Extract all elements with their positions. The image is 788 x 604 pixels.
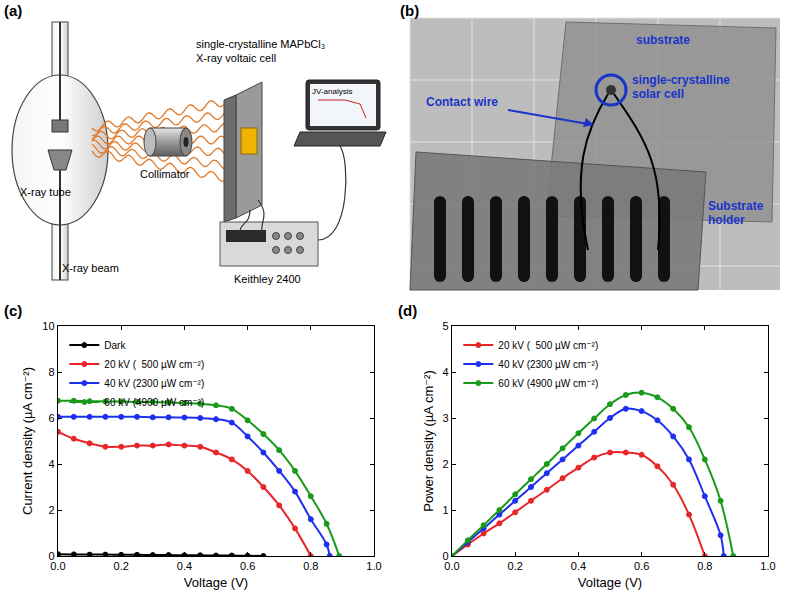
svg-text:0.4: 0.4 <box>177 560 192 572</box>
svg-text:4: 4 <box>48 458 54 470</box>
svg-text:Current density (µA cm⁻²): Current density (µA cm⁻²) <box>20 367 35 515</box>
svg-text:Substrate: Substrate <box>708 199 764 213</box>
svg-text:Power density (µA cm⁻²): Power density (µA cm⁻²) <box>421 370 436 512</box>
svg-text:0.8: 0.8 <box>303 560 318 572</box>
svg-text:20 kV ( 500 µW cm⁻²): 20 kV ( 500 µW cm⁻²) <box>104 359 204 370</box>
html-text:(c): (c) <box>4 302 23 319</box>
svg-text:1.0: 1.0 <box>366 560 381 572</box>
svg-text:40 kV (2300 µW cm⁻²): 40 kV (2300 µW cm⁻²) <box>104 378 204 389</box>
svg-text:solar cell: solar cell <box>632 87 684 101</box>
svg-text:20 kV ( 500 µW cm⁻²): 20 kV ( 500 µW cm⁻²) <box>498 340 598 351</box>
svg-text:1.0: 1.0 <box>760 560 775 572</box>
svg-text:JV-analysis: JV-analysis <box>312 87 352 96</box>
svg-text:10: 10 <box>42 320 54 332</box>
svg-text:0.0: 0.0 <box>50 560 65 572</box>
svg-text:0: 0 <box>48 550 54 562</box>
svg-text:0.2: 0.2 <box>114 560 129 572</box>
svg-text:X-ray voltaic cell: X-ray voltaic cell <box>196 52 276 64</box>
svg-text:60 kV (4900 µW cm⁻²): 60 kV (4900 µW cm⁻²) <box>104 397 204 408</box>
svg-text:substrate: substrate <box>636 33 690 47</box>
svg-text:0.0: 0.0 <box>444 560 459 572</box>
svg-text:Contact wire: Contact wire <box>426 95 498 109</box>
svg-text:Dark: Dark <box>104 340 126 351</box>
svg-text:60 kV (4900 µW cm⁻²): 60 kV (4900 µW cm⁻²) <box>498 378 598 389</box>
svg-text:X-ray tube: X-ray tube <box>20 186 71 198</box>
svg-text:single-crystalline: single-crystalline <box>632 73 730 87</box>
svg-text:2: 2 <box>442 458 448 470</box>
svg-text:4: 4 <box>442 366 448 378</box>
svg-text:holder: holder <box>708 213 745 227</box>
html-text:(a): (a) <box>4 2 23 19</box>
svg-text:0.4: 0.4 <box>571 560 586 572</box>
svg-text:Voltage (V): Voltage (V) <box>184 575 248 590</box>
svg-text:Collimator: Collimator <box>140 168 190 180</box>
svg-text:0.2: 0.2 <box>508 560 523 572</box>
svg-text:1: 1 <box>442 504 448 516</box>
svg-text:8: 8 <box>48 366 54 378</box>
svg-text:0: 0 <box>442 550 448 562</box>
svg-text:40 kV (2300 µW cm⁻²): 40 kV (2300 µW cm⁻²) <box>498 359 598 370</box>
svg-text:0.6: 0.6 <box>240 560 255 572</box>
svg-text:6: 6 <box>48 412 54 424</box>
svg-text:0.8: 0.8 <box>697 560 712 572</box>
html-text:(b): (b) <box>400 2 420 19</box>
svg-text:Voltage (V): Voltage (V) <box>578 575 642 590</box>
svg-text:5: 5 <box>442 320 448 332</box>
svg-text:single-crystalline MAPbCl₃: single-crystalline MAPbCl₃ <box>196 38 325 50</box>
svg-text:2: 2 <box>48 504 54 516</box>
svg-text:X-ray beam: X-ray beam <box>62 262 119 274</box>
html-text:(d): (d) <box>398 302 418 319</box>
svg-text:3: 3 <box>442 412 448 424</box>
svg-text:Keithley 2400: Keithley 2400 <box>234 273 301 285</box>
svg-text:0.6: 0.6 <box>634 560 649 572</box>
